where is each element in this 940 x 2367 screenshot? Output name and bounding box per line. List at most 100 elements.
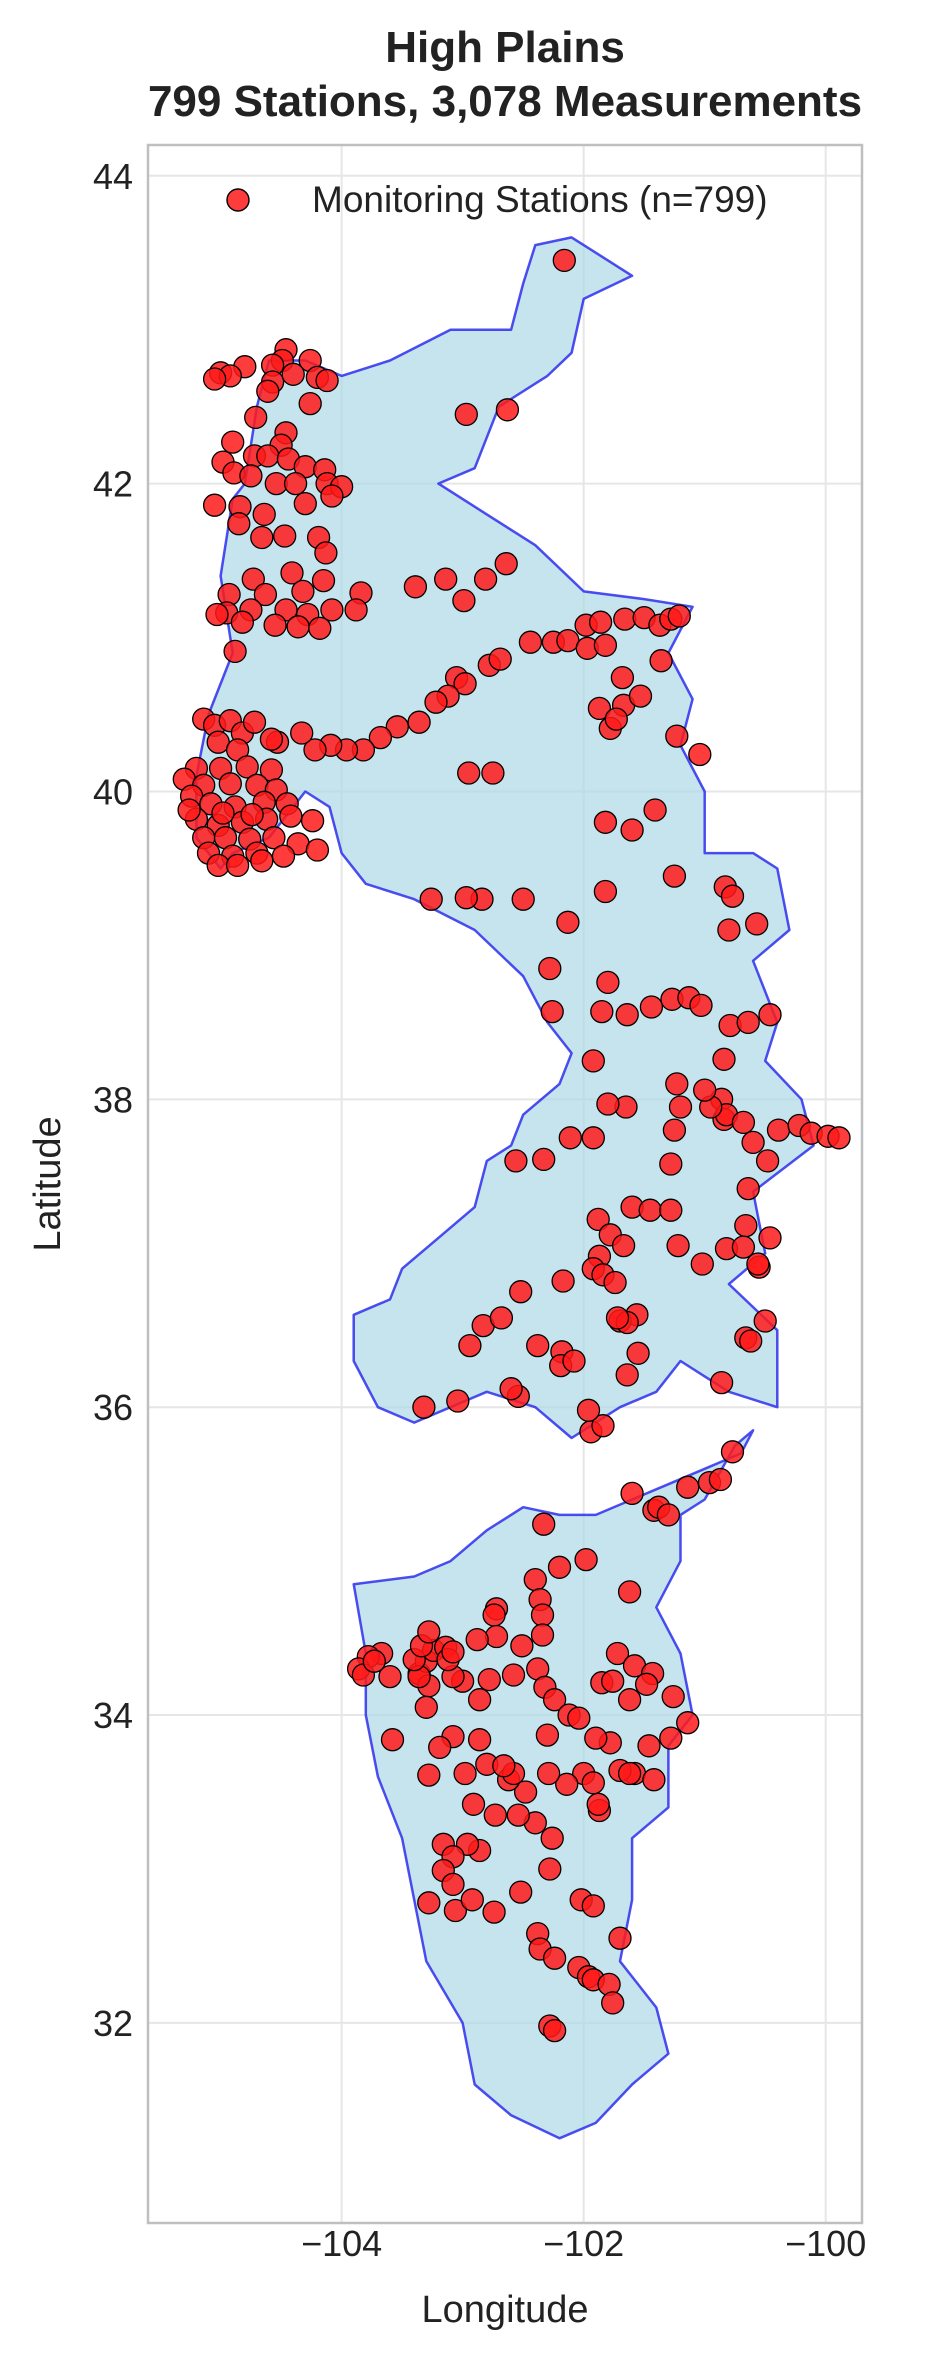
station-point (407, 710, 431, 734)
station-point (536, 1761, 561, 1786)
station-point (603, 1270, 627, 1295)
station-point (532, 1147, 556, 1172)
station-point (576, 1398, 601, 1422)
station-point (712, 1047, 736, 1071)
station-point (477, 1667, 501, 1692)
station-point (584, 1726, 608, 1750)
station-point (256, 379, 280, 403)
chart-title: High Plains (385, 23, 625, 72)
station-point (562, 1349, 586, 1373)
station-point (617, 1761, 642, 1786)
station-point (506, 1803, 530, 1827)
station-point (731, 1110, 756, 1135)
y-tick-label: 42 (93, 464, 133, 505)
station-point (481, 761, 505, 785)
y-tick-label: 38 (93, 1079, 133, 1120)
station-point (202, 367, 227, 391)
legend: Monitoring Stations (n=799) (226, 179, 768, 220)
station-point (513, 1780, 538, 1804)
station-point (720, 1440, 745, 1464)
station-point (620, 818, 644, 842)
station-point (596, 970, 620, 995)
station-point (530, 1603, 555, 1627)
y-axis-label: Latitude (27, 1116, 69, 1251)
station-point (601, 1991, 625, 2015)
station-point (424, 690, 448, 714)
region-outline (195, 236, 815, 2140)
station-point (540, 1826, 564, 1850)
station-point (709, 1370, 734, 1395)
legend-marker (226, 188, 250, 212)
station-point (643, 798, 667, 822)
legend-label: Monitoring Stations (n=799) (312, 179, 768, 220)
station-point (259, 727, 284, 751)
station-point (380, 1728, 405, 1752)
station-point (758, 1226, 782, 1250)
station-point (499, 1377, 523, 1401)
station-point (581, 1771, 605, 1795)
station-point (227, 512, 251, 536)
station-point (665, 724, 689, 748)
y-tick-label: 40 (93, 771, 133, 812)
station-point (223, 639, 247, 664)
station-point (574, 1547, 598, 1572)
station-point (605, 1641, 630, 1666)
station-point (668, 1095, 693, 1119)
x-tick-label: −104 (301, 2223, 382, 2264)
station-point (532, 1512, 556, 1536)
station-point (615, 1003, 639, 1027)
station-point (588, 610, 613, 634)
station-point (634, 1672, 659, 1696)
station-point (298, 391, 322, 416)
x-tick-label: −100 (785, 2223, 866, 2264)
station-point (656, 1503, 681, 1527)
station-point (689, 993, 713, 1018)
station-point (461, 1792, 486, 1816)
station-point (556, 910, 580, 934)
station-point (587, 696, 612, 721)
station-point (736, 1010, 760, 1035)
station-point (452, 588, 476, 613)
station-point (290, 721, 314, 745)
station-point (542, 1946, 567, 1970)
station-point (551, 1269, 575, 1293)
station-point (320, 484, 344, 508)
station-point (661, 1684, 685, 1709)
station-point (736, 1176, 760, 1201)
station-point (280, 561, 304, 585)
station-point (766, 1118, 791, 1142)
station-point (211, 801, 235, 825)
station-point (305, 838, 330, 862)
station-point (225, 853, 250, 878)
station-point (827, 1126, 851, 1150)
station-point (746, 1252, 770, 1276)
station-point (417, 1763, 441, 1787)
station-point (591, 1414, 615, 1438)
station-point (628, 684, 653, 708)
station-point (605, 1306, 630, 1330)
station-point (218, 772, 242, 796)
station-point (593, 879, 618, 904)
station-point (271, 844, 296, 868)
station-point (446, 1389, 470, 1413)
station-point (221, 430, 245, 454)
station-point (320, 598, 344, 622)
station-point (745, 912, 769, 936)
station-point (611, 1233, 636, 1258)
station-point (708, 1467, 733, 1492)
aquifer-region-north (195, 236, 815, 1440)
station-point (177, 798, 201, 822)
station-point (542, 1688, 567, 1712)
station-point (649, 649, 673, 673)
station-point (412, 1395, 436, 1419)
station-point (509, 1280, 533, 1304)
station-point (419, 887, 443, 911)
station-point (441, 1640, 465, 1664)
station-point (604, 707, 628, 731)
station-point (303, 738, 327, 762)
station-point (368, 725, 393, 750)
station-point (758, 1003, 782, 1027)
station-point (753, 1309, 777, 1333)
station-point (314, 541, 338, 565)
station-point (690, 1252, 714, 1276)
